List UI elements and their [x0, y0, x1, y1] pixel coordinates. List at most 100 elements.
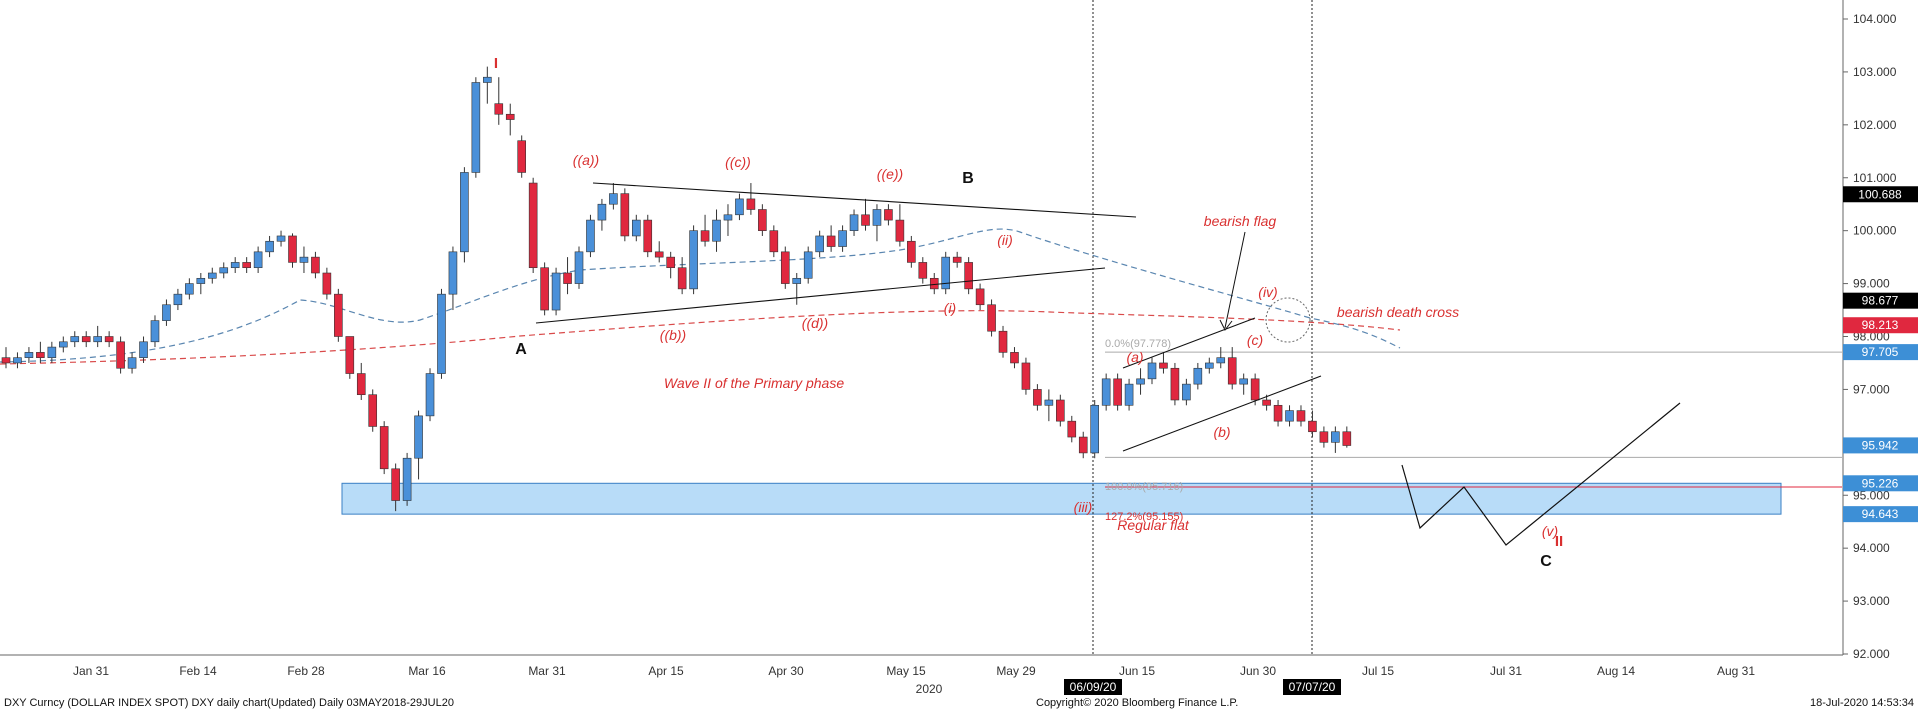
candle-body	[769, 230, 779, 253]
candle-body	[1010, 352, 1019, 364]
chart-annotation: A	[515, 341, 527, 358]
candle-body	[826, 235, 836, 247]
price-tag-black	[1843, 186, 1918, 203]
candle-body	[311, 256, 320, 274]
x-tick-label: Mar 16	[408, 664, 446, 678]
triangle-lower-line	[535, 267, 1106, 324]
x-tick-label: Jul 31	[1490, 664, 1522, 678]
death-cross-circle	[1265, 297, 1311, 343]
candle-body	[1319, 431, 1329, 443]
candle-body	[1090, 404, 1099, 454]
candle-body	[1331, 431, 1340, 443]
candle-body	[116, 341, 125, 369]
chart-annotation: 127.2%(95.155)	[1105, 511, 1183, 523]
candle-body	[563, 272, 572, 284]
flag-upper-line	[1122, 317, 1256, 369]
chart-annotation: ((b))	[660, 327, 686, 343]
x-tick-label: May 29	[996, 664, 1036, 678]
y-tick-label: 93.000	[1853, 594, 1890, 608]
candle-body	[551, 272, 561, 311]
x-tick-label: Mar 31	[528, 664, 566, 678]
candle-body	[81, 336, 91, 343]
candle-body	[1239, 378, 1248, 385]
candle-body	[528, 182, 538, 269]
chart-annotation: B	[962, 170, 974, 187]
chart-annotation: (b)	[1213, 424, 1230, 440]
candles-group	[1, 66, 1352, 512]
price-tag-label: 100.688	[1858, 187, 1902, 201]
candle-body	[47, 346, 57, 358]
chart-annotation: bearish flag	[1204, 213, 1277, 229]
candle-body	[998, 330, 1008, 353]
price-tag-label: 94.643	[1862, 507, 1899, 521]
candle-body	[1227, 357, 1237, 385]
candle-body	[1113, 378, 1122, 406]
candle-body	[620, 193, 630, 237]
candle-body	[505, 113, 515, 120]
bearish-flag-arrowhead	[1219, 319, 1233, 331]
chart-annotation: (i)	[944, 300, 956, 316]
candle-body	[574, 251, 584, 284]
candle-body	[723, 214, 733, 221]
candle-body	[1101, 378, 1111, 406]
candle-body	[414, 415, 423, 459]
chart-annotation: C	[1540, 553, 1552, 570]
chart-annotation: ((e))	[877, 166, 903, 182]
footer-instrument-label: DXY Curncy (DOLLAR INDEX SPOT) DXY daily…	[4, 697, 454, 709]
candle-body	[1308, 420, 1317, 433]
x-tick-label: May 15	[886, 664, 926, 678]
candle-body	[207, 272, 217, 279]
candle-body	[689, 230, 698, 290]
candle-body	[643, 219, 653, 253]
candle-body	[104, 336, 114, 343]
chart-annotation: bearish death cross	[1337, 304, 1459, 320]
candle-body	[907, 240, 916, 263]
price-tag-blue	[1843, 475, 1918, 492]
candle-body	[448, 251, 458, 295]
x-tick-label: Aug 14	[1597, 664, 1635, 678]
candle-body	[631, 219, 641, 237]
candle-body	[127, 357, 137, 369]
candle-body	[483, 76, 492, 83]
candle-body	[334, 293, 343, 337]
candle-body	[425, 373, 435, 417]
candle-body	[1, 357, 11, 364]
x-tick-label: Feb 28	[287, 664, 325, 678]
candle-body	[494, 103, 504, 115]
x-year-label: 2020	[916, 682, 943, 696]
candle-body	[1033, 389, 1042, 406]
candle-body	[975, 288, 985, 306]
price-tag-label: 95.226	[1862, 476, 1899, 490]
candle-body	[1262, 399, 1271, 406]
candle-body	[322, 272, 332, 295]
price-tag-label: 97.705	[1862, 345, 1899, 359]
candle-body	[1250, 378, 1260, 401]
date-marker-label: 07/07/20	[1289, 680, 1336, 694]
candle-body	[929, 277, 939, 290]
triangle-upper-line	[592, 182, 1137, 218]
candle-body	[368, 394, 378, 427]
x-tick-label: Apr 15	[648, 664, 684, 678]
chart-annotation: (ii)	[997, 232, 1013, 248]
candle-body	[230, 262, 240, 269]
chart-annotation: (a)	[1126, 349, 1143, 365]
y-tick-label: 101.000	[1853, 171, 1897, 185]
candle-body	[70, 336, 80, 343]
y-tick-label: 102.000	[1853, 118, 1897, 132]
y-tick-label: 99.000	[1853, 277, 1890, 291]
candle-body	[1044, 399, 1054, 406]
candle-body	[1193, 367, 1203, 385]
candle-body	[139, 341, 148, 358]
projection-path	[1401, 402, 1681, 546]
candle-body	[173, 293, 183, 306]
candle-body	[987, 304, 996, 332]
candle-body	[666, 256, 675, 269]
candle-body	[884, 209, 893, 221]
candle-body	[540, 267, 549, 311]
chart-annotation: Wave II of the Primary phase	[664, 375, 844, 391]
y-tick-label: 97.000	[1853, 382, 1890, 396]
x-tick-label: Feb 14	[179, 664, 217, 678]
flag-lower-line	[1122, 375, 1322, 452]
candle-body	[242, 262, 251, 269]
